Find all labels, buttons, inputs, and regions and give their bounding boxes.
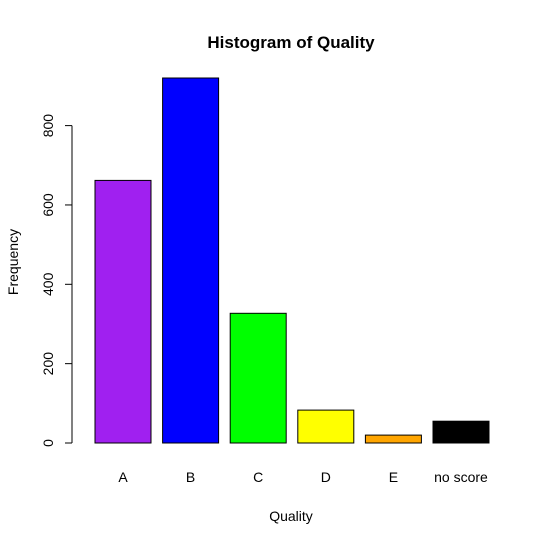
x-tick-label: B	[186, 469, 195, 485]
x-tick-label: D	[321, 469, 331, 485]
y-axis: 0 200 400 600 800	[40, 114, 73, 447]
chart-title: Histogram of Quality	[207, 33, 375, 52]
bar-c	[229, 312, 287, 444]
bar-d	[297, 409, 355, 444]
x-tick-label: no score	[434, 469, 488, 485]
bar-a	[94, 179, 152, 444]
y-tick-label: 600	[40, 193, 56, 217]
x-tick-label: E	[389, 469, 398, 485]
y-tick-label: 200	[40, 352, 56, 376]
y-axis-label: Frequency	[5, 229, 21, 295]
bars-group	[94, 77, 490, 444]
y-tick-label: 400	[40, 272, 56, 296]
bar-e	[364, 434, 422, 444]
x-tick-label: C	[253, 469, 263, 485]
y-tick-label: 0	[40, 439, 56, 447]
x-tick-label: A	[118, 469, 128, 485]
bar-b	[162, 77, 220, 444]
bar-no-score	[432, 420, 490, 444]
y-tick-label: 800	[40, 114, 56, 138]
x-axis-label: Quality	[269, 508, 313, 524]
